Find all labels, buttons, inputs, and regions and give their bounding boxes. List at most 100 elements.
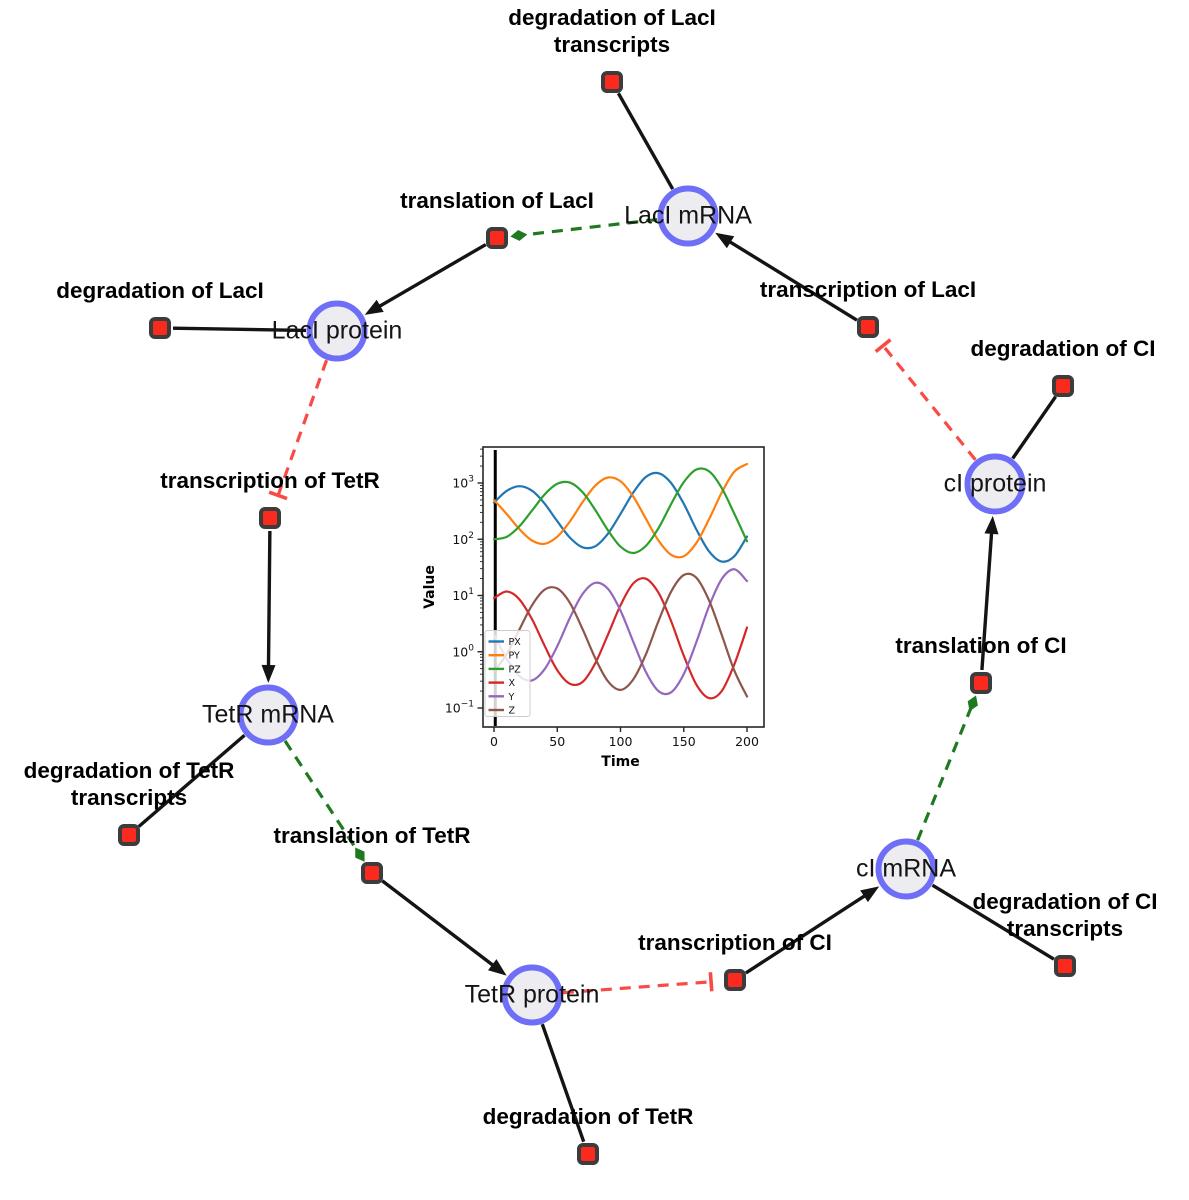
reaction-node-transl-tetr bbox=[361, 862, 383, 884]
series-line-PZ bbox=[492, 467, 749, 555]
series-line-PY bbox=[492, 462, 749, 559]
edge-consumption-ci-mrna-deg-ci-tx bbox=[931, 883, 1055, 961]
consumption-line bbox=[540, 1023, 586, 1143]
species-node-ci-protein bbox=[964, 453, 1026, 515]
reaction-node-transl-laci bbox=[486, 227, 508, 249]
chart-spines bbox=[482, 446, 765, 728]
y-tick-label: 103 bbox=[452, 475, 474, 491]
reaction-node-txn-ci bbox=[724, 969, 746, 991]
y-tick-label: 10−1 bbox=[445, 700, 474, 716]
reaction-node-txn-tetr bbox=[259, 507, 281, 529]
reaction-node-transl-ci bbox=[970, 672, 992, 694]
modifier-diamond-icon bbox=[967, 695, 978, 712]
edge-modifier-laci-mrna-transl-laci bbox=[510, 217, 658, 241]
species-node-tetr-mrna bbox=[237, 684, 299, 746]
series-line-Y bbox=[492, 568, 749, 696]
production-arrowhead-icon bbox=[860, 886, 880, 903]
edge-production-txn-tetr-tetr-mrna bbox=[261, 530, 276, 683]
modifier-line bbox=[916, 707, 973, 841]
consumption-line bbox=[931, 883, 1055, 961]
edge-inhibition-ci-protein-txn-laci bbox=[874, 338, 977, 461]
chart-x-axis-label: Time bbox=[601, 754, 639, 770]
edge-consumption-laci-mrna-deg-laci-tx bbox=[616, 92, 675, 190]
reaction-node-txn-laci bbox=[857, 316, 879, 338]
edge-modifier-tetr-mrna-transl-tetr bbox=[283, 740, 365, 862]
inhibition-line bbox=[276, 359, 329, 496]
edge-consumption-laci-protein-deg-laci bbox=[172, 326, 307, 333]
species-nodes-layer bbox=[237, 185, 1026, 1026]
modifier-diamond-icon bbox=[510, 230, 528, 241]
legend-label: PY bbox=[509, 651, 521, 662]
chart-legend: PX PY PZ XYZ bbox=[484, 630, 531, 717]
production-line bbox=[726, 238, 858, 322]
x-tick-label: 0 bbox=[490, 734, 498, 749]
legend-label: Y bbox=[508, 692, 515, 703]
legend-label: X bbox=[509, 678, 516, 689]
y-tick-label: 100 bbox=[452, 643, 474, 659]
series-line-PX bbox=[492, 471, 749, 563]
legend-item-Y: Y bbox=[488, 692, 515, 703]
consumption-line bbox=[172, 326, 307, 333]
edge-production-transl-tetr-tetr-protein bbox=[381, 879, 507, 976]
inhibition-tbar-icon bbox=[874, 338, 892, 354]
legend-item-PX: PX bbox=[488, 637, 522, 648]
edge-inhibition-laci-protein-txn-tetr bbox=[268, 359, 329, 501]
edge-production-txn-laci-laci-mrna bbox=[715, 232, 858, 322]
production-line bbox=[980, 529, 994, 671]
consumption-line bbox=[137, 733, 246, 828]
production-arrowhead-icon bbox=[488, 959, 507, 976]
legend-item-X: X bbox=[488, 678, 516, 689]
legend-item-Z: Z bbox=[488, 706, 516, 717]
modifier-line bbox=[283, 740, 359, 851]
legend-item-PY: PY bbox=[488, 651, 521, 662]
y-tick-label: 101 bbox=[452, 587, 474, 603]
inset-chart: 0 50 100 150 20010−1100101102103TimeValuePXP… bbox=[422, 446, 765, 770]
edge-production-transl-laci-laci-protein bbox=[364, 243, 487, 315]
reaction-nodes-layer bbox=[118, 71, 1076, 1165]
modifier-line bbox=[524, 217, 658, 237]
reaction-node-deg-laci bbox=[149, 317, 171, 339]
production-arrowhead-icon bbox=[715, 232, 735, 249]
inhibition-line bbox=[881, 344, 977, 461]
species-node-laci-mrna bbox=[657, 185, 719, 247]
reaction-node-deg-tetr bbox=[577, 1143, 599, 1165]
reaction-node-deg-tetr-tx bbox=[118, 824, 140, 846]
production-line bbox=[744, 892, 869, 975]
chart-y-axis-label: Value bbox=[422, 565, 438, 609]
production-line bbox=[266, 530, 272, 670]
edge-inhibition-tetr-protein-txn-ci bbox=[562, 972, 714, 995]
legend-label: Z bbox=[509, 706, 516, 717]
series-line-Z bbox=[492, 572, 749, 698]
legend-label: PX bbox=[509, 637, 522, 648]
consumption-line bbox=[1011, 395, 1057, 460]
legend-label: PZ bbox=[509, 664, 522, 675]
x-tick-label: 150 bbox=[672, 734, 696, 749]
inhibition-tbar-icon bbox=[268, 490, 288, 501]
legend-item-PZ: PZ bbox=[488, 664, 522, 675]
inhibition-line bbox=[562, 980, 712, 995]
edge-production-txn-ci-ci-mrna bbox=[744, 886, 880, 975]
production-arrowhead-icon bbox=[364, 299, 384, 315]
edge-consumption-ci-protein-deg-ci bbox=[1011, 395, 1057, 460]
edge-modifier-ci-mrna-transl-ci bbox=[916, 695, 978, 841]
reaction-node-deg-ci bbox=[1052, 375, 1074, 397]
x-tick-label: 50 bbox=[549, 734, 565, 749]
production-arrowhead-icon bbox=[261, 664, 276, 683]
modifier-diamond-icon bbox=[355, 847, 365, 862]
edge-consumption-tetr-mrna-deg-tetr-tx bbox=[137, 733, 246, 828]
y-tick-label: 102 bbox=[452, 531, 474, 547]
edges-layer bbox=[137, 92, 1057, 1143]
species-node-tetr-protein bbox=[501, 964, 563, 1026]
edge-production-transl-ci-ci-protein bbox=[980, 515, 999, 671]
reaction-node-deg-laci-tx bbox=[601, 71, 623, 93]
production-arrowhead-icon bbox=[984, 515, 999, 535]
series-line-X bbox=[492, 577, 749, 700]
reaction-node-deg-ci-tx bbox=[1054, 955, 1076, 977]
consumption-line bbox=[616, 92, 675, 190]
production-line bbox=[375, 243, 487, 310]
species-node-laci-protein bbox=[306, 300, 368, 362]
x-tick-label: 200 bbox=[735, 734, 759, 749]
edge-consumption-tetr-protein-deg-tetr bbox=[540, 1023, 586, 1143]
